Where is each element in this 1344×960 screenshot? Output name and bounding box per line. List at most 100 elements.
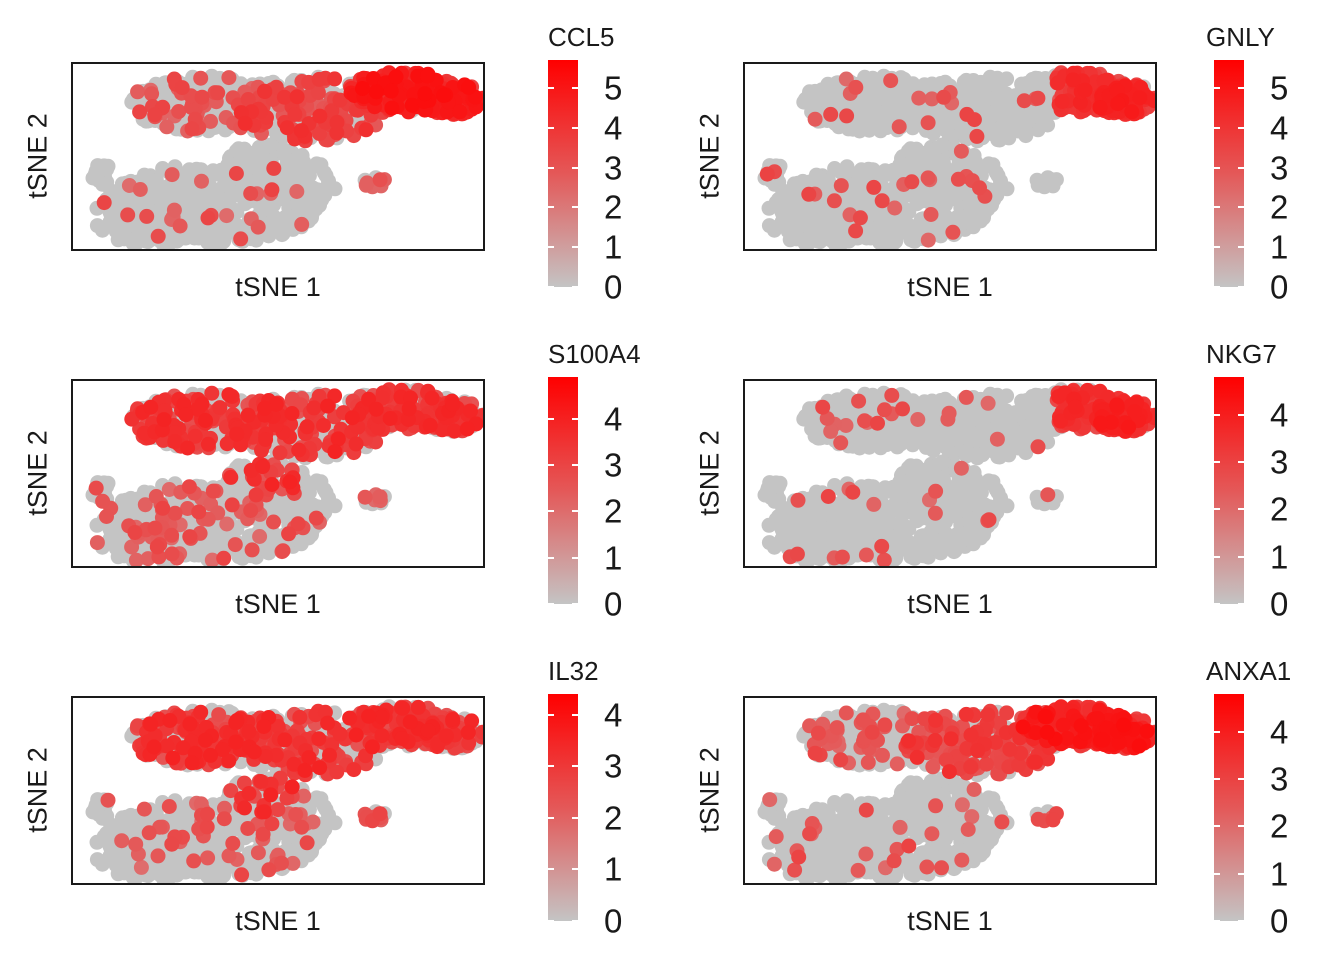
data-point bbox=[291, 442, 307, 458]
data-point bbox=[922, 79, 938, 95]
legend-tick-label: 5 bbox=[604, 69, 623, 107]
data-point bbox=[250, 219, 266, 235]
data-point bbox=[865, 162, 881, 178]
data-point bbox=[759, 166, 775, 182]
data-point bbox=[94, 222, 110, 238]
data-point bbox=[149, 539, 165, 555]
legend-tick-mark bbox=[572, 556, 578, 559]
data-point bbox=[1028, 70, 1044, 86]
data-point bbox=[212, 400, 228, 416]
data-point bbox=[445, 397, 461, 412]
data-point bbox=[332, 92, 348, 108]
data-point bbox=[923, 207, 939, 222]
data-point bbox=[862, 221, 878, 236]
data-point bbox=[281, 526, 297, 542]
data-point bbox=[276, 221, 291, 237]
data-point bbox=[258, 432, 274, 447]
legend-tick-mark bbox=[1214, 126, 1220, 129]
data-point bbox=[210, 188, 226, 204]
scatter-svg bbox=[757, 65, 1155, 249]
data-point bbox=[306, 400, 322, 416]
data-point bbox=[796, 200, 812, 216]
data-point bbox=[909, 432, 925, 448]
plot-area bbox=[71, 62, 485, 251]
legend-title: GNLY bbox=[1206, 22, 1275, 52]
data-point bbox=[127, 525, 143, 540]
data-point bbox=[906, 233, 922, 249]
data-point bbox=[1033, 110, 1049, 126]
data-point bbox=[190, 221, 206, 236]
data-point bbox=[88, 480, 104, 496]
data-point bbox=[826, 193, 842, 209]
data-point bbox=[836, 234, 852, 249]
data-point bbox=[1016, 93, 1032, 109]
data-point bbox=[800, 235, 816, 249]
data-point bbox=[191, 504, 207, 520]
x-axis-label: tSNE 1 bbox=[235, 272, 321, 302]
data-point bbox=[993, 398, 1008, 414]
data-point bbox=[174, 80, 190, 96]
data-point bbox=[368, 401, 384, 417]
data-point bbox=[275, 543, 291, 559]
data-point bbox=[211, 222, 227, 238]
data-point bbox=[924, 91, 940, 107]
data-point bbox=[193, 70, 209, 86]
legend-tick-mark bbox=[548, 464, 554, 467]
data-point bbox=[204, 385, 220, 401]
data-point bbox=[166, 202, 182, 218]
data-point bbox=[244, 542, 260, 558]
data-point bbox=[229, 426, 245, 442]
data-point bbox=[272, 445, 288, 461]
data-point bbox=[993, 81, 1008, 97]
data-point bbox=[859, 98, 875, 113]
data-point bbox=[327, 444, 343, 460]
legend-tick-label: 3 bbox=[604, 446, 623, 484]
data-point bbox=[372, 172, 388, 188]
data-point bbox=[1030, 177, 1046, 193]
data-point bbox=[904, 174, 920, 190]
legend-tick-mark bbox=[572, 166, 578, 169]
legend-tick-label: 2 bbox=[604, 492, 623, 530]
data-point bbox=[184, 99, 199, 115]
data-point bbox=[276, 89, 292, 105]
data-point bbox=[172, 218, 188, 234]
data-point bbox=[780, 188, 796, 203]
data-point bbox=[227, 220, 243, 236]
data-point bbox=[299, 419, 315, 435]
data-point bbox=[139, 208, 155, 224]
data-point bbox=[348, 436, 364, 452]
data-point bbox=[279, 152, 295, 168]
legend-tick-label: 2 bbox=[1270, 188, 1289, 226]
data-point bbox=[374, 390, 390, 406]
data-point bbox=[148, 489, 164, 504]
data-point bbox=[316, 418, 331, 433]
data-point bbox=[766, 222, 782, 238]
data-point bbox=[823, 106, 839, 122]
data-point bbox=[219, 516, 235, 532]
legend-tick-mark bbox=[548, 556, 554, 559]
legend-tick-mark bbox=[548, 206, 554, 209]
data-point bbox=[167, 434, 183, 450]
data-point bbox=[911, 90, 927, 106]
legend-tick-mark bbox=[548, 603, 554, 605]
x-axis-label: tSNE 1 bbox=[235, 589, 321, 619]
legend-tick-mark bbox=[572, 464, 578, 467]
color-scale-bar bbox=[548, 60, 578, 287]
data-point bbox=[949, 209, 965, 225]
data-point bbox=[845, 121, 861, 137]
data-point bbox=[999, 181, 1015, 197]
data-point bbox=[920, 115, 936, 131]
data-point bbox=[866, 436, 882, 452]
data-point bbox=[155, 182, 171, 198]
legend-tick-mark bbox=[572, 510, 578, 513]
data-point bbox=[184, 121, 200, 137]
data-point bbox=[219, 436, 235, 452]
data-point bbox=[1077, 82, 1093, 98]
x-axis-label: tSNE 1 bbox=[907, 272, 993, 302]
legend-tick-mark bbox=[1238, 126, 1244, 129]
data-point bbox=[132, 182, 148, 197]
data-point bbox=[132, 104, 148, 120]
data-point bbox=[1072, 94, 1088, 110]
data-point bbox=[219, 208, 235, 224]
legend-tick-label: 0 bbox=[1270, 268, 1289, 306]
